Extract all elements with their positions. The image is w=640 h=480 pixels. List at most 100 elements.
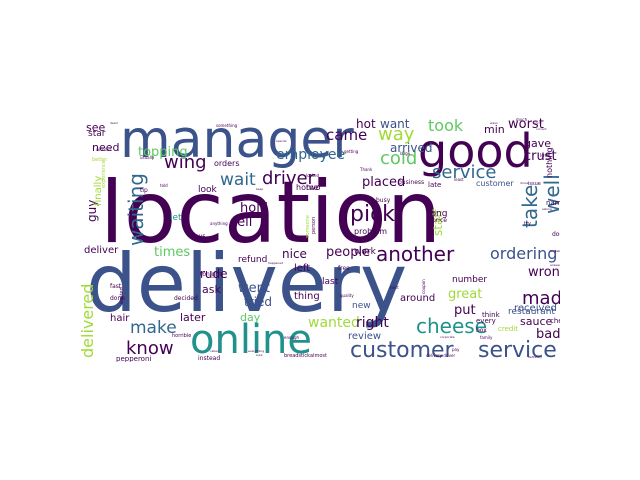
word-home: home <box>296 183 319 192</box>
word-late: late <box>428 181 442 189</box>
word-deliver: deliver <box>84 245 119 256</box>
word-least: least <box>454 177 464 182</box>
word-good: good <box>418 124 533 178</box>
word-waiting: waiting <box>124 173 148 246</box>
word-new: new <box>352 301 371 311</box>
word-told: told <box>160 183 168 188</box>
word-person: person <box>311 216 317 234</box>
word-see: see <box>86 121 106 134</box>
word-driver: driver <box>262 168 315 189</box>
word-service-2: service <box>432 162 497 183</box>
word-breadstick: breadstick <box>284 353 311 359</box>
word-hold: hold <box>240 201 269 216</box>
word-fast: fast <box>110 283 122 290</box>
word-ordering: ordering <box>490 244 558 263</box>
word-tip: tip <box>140 187 148 194</box>
word-ask: ask <box>202 283 221 296</box>
word-tonight: tonight <box>200 271 222 278</box>
word-went: went <box>238 281 270 296</box>
word-free: free <box>338 265 350 272</box>
word-wait: wait <box>220 170 256 190</box>
word-cold: cold <box>380 148 418 169</box>
word-great: great <box>448 287 483 302</box>
word-delivered: delivered <box>80 283 97 358</box>
word-sauce: sauce <box>520 315 553 328</box>
word-business: business <box>398 179 425 186</box>
word-work: work <box>354 247 376 257</box>
word-answered: answered <box>550 263 560 267</box>
word-much: much <box>516 118 528 122</box>
word-love: love <box>540 153 551 159</box>
word-definitely: definitely <box>528 355 543 359</box>
word-last: last <box>322 277 339 287</box>
word-tried: tried <box>244 295 272 309</box>
word-another: another <box>376 242 455 266</box>
word-review: review <box>348 331 382 342</box>
word-better: better <box>92 157 108 163</box>
word-need: need <box>92 141 120 154</box>
word-service: service <box>478 338 557 362</box>
word-almost: almost <box>310 353 327 359</box>
word-correct: correct <box>536 127 547 131</box>
word-day: day <box>240 311 261 324</box>
word-restaurant: restaurant <box>508 307 555 317</box>
word-something: something <box>216 123 238 128</box>
word-bad: bad <box>536 327 560 342</box>
word-corporate: corporate <box>440 335 455 339</box>
word-min: min <box>484 123 505 136</box>
word-delivery-driver: delivery driver <box>426 353 456 358</box>
word-wing: wing <box>164 152 207 173</box>
word-cloud: location delivery manager good online cu… <box>80 118 560 362</box>
word-actually: actually <box>550 249 560 253</box>
word-think: think <box>482 311 500 319</box>
word-quality: quality <box>340 293 354 298</box>
word-done: done <box>110 295 125 302</box>
word-door: door <box>552 231 560 238</box>
word-long: long <box>428 209 448 219</box>
word-times: times <box>154 245 191 260</box>
word-large: large <box>400 151 411 156</box>
word-pepperoni: pepperoni <box>116 355 152 363</box>
word-sorry: sorry <box>534 121 542 125</box>
word-delivery: delivery <box>86 237 408 330</box>
word-happened: happened <box>268 261 284 265</box>
word-name: name <box>546 199 560 207</box>
word-waited: waited <box>119 287 125 304</box>
word-drove: drove <box>520 181 529 185</box>
word-credit: credit <box>498 325 519 333</box>
word-make: make <box>130 318 177 338</box>
word-rude: rude <box>200 267 228 281</box>
word-later: later <box>180 311 206 324</box>
word-pay: pay <box>452 347 460 352</box>
word-horrible: horrible <box>172 333 192 339</box>
word-hair: hair <box>110 313 130 324</box>
word-gave: gave <box>524 137 552 150</box>
word-thing: thing <box>294 291 320 302</box>
word-right: right <box>356 315 389 331</box>
word-refund: refund <box>238 255 268 265</box>
word-received: received <box>514 303 557 314</box>
word-arrived: arrived <box>390 141 433 155</box>
word-worst: worst <box>508 118 544 132</box>
word-check: check <box>550 317 560 325</box>
word-placed: placed <box>362 175 406 190</box>
word-looked: looked <box>306 173 320 178</box>
word-every: every <box>476 317 496 325</box>
word-star: star <box>88 129 106 139</box>
word-someone: someone <box>305 215 311 238</box>
word-enough: enough <box>284 335 300 340</box>
word-want: want <box>380 118 410 131</box>
word-sure: sure <box>256 353 263 357</box>
word-location: location <box>100 163 442 263</box>
word-wanted: wanted <box>308 315 360 331</box>
word-special: special <box>276 139 287 143</box>
word-asking: asking <box>542 207 552 211</box>
word-online: online <box>190 317 313 362</box>
word-coupon: coupon <box>421 279 426 294</box>
word-topping: topping <box>138 145 188 160</box>
word-family: family <box>480 335 493 340</box>
word-price: price <box>432 217 447 224</box>
word-experience: experience <box>101 160 107 188</box>
word-try: try <box>524 221 531 227</box>
word-issue: issue <box>528 181 541 187</box>
